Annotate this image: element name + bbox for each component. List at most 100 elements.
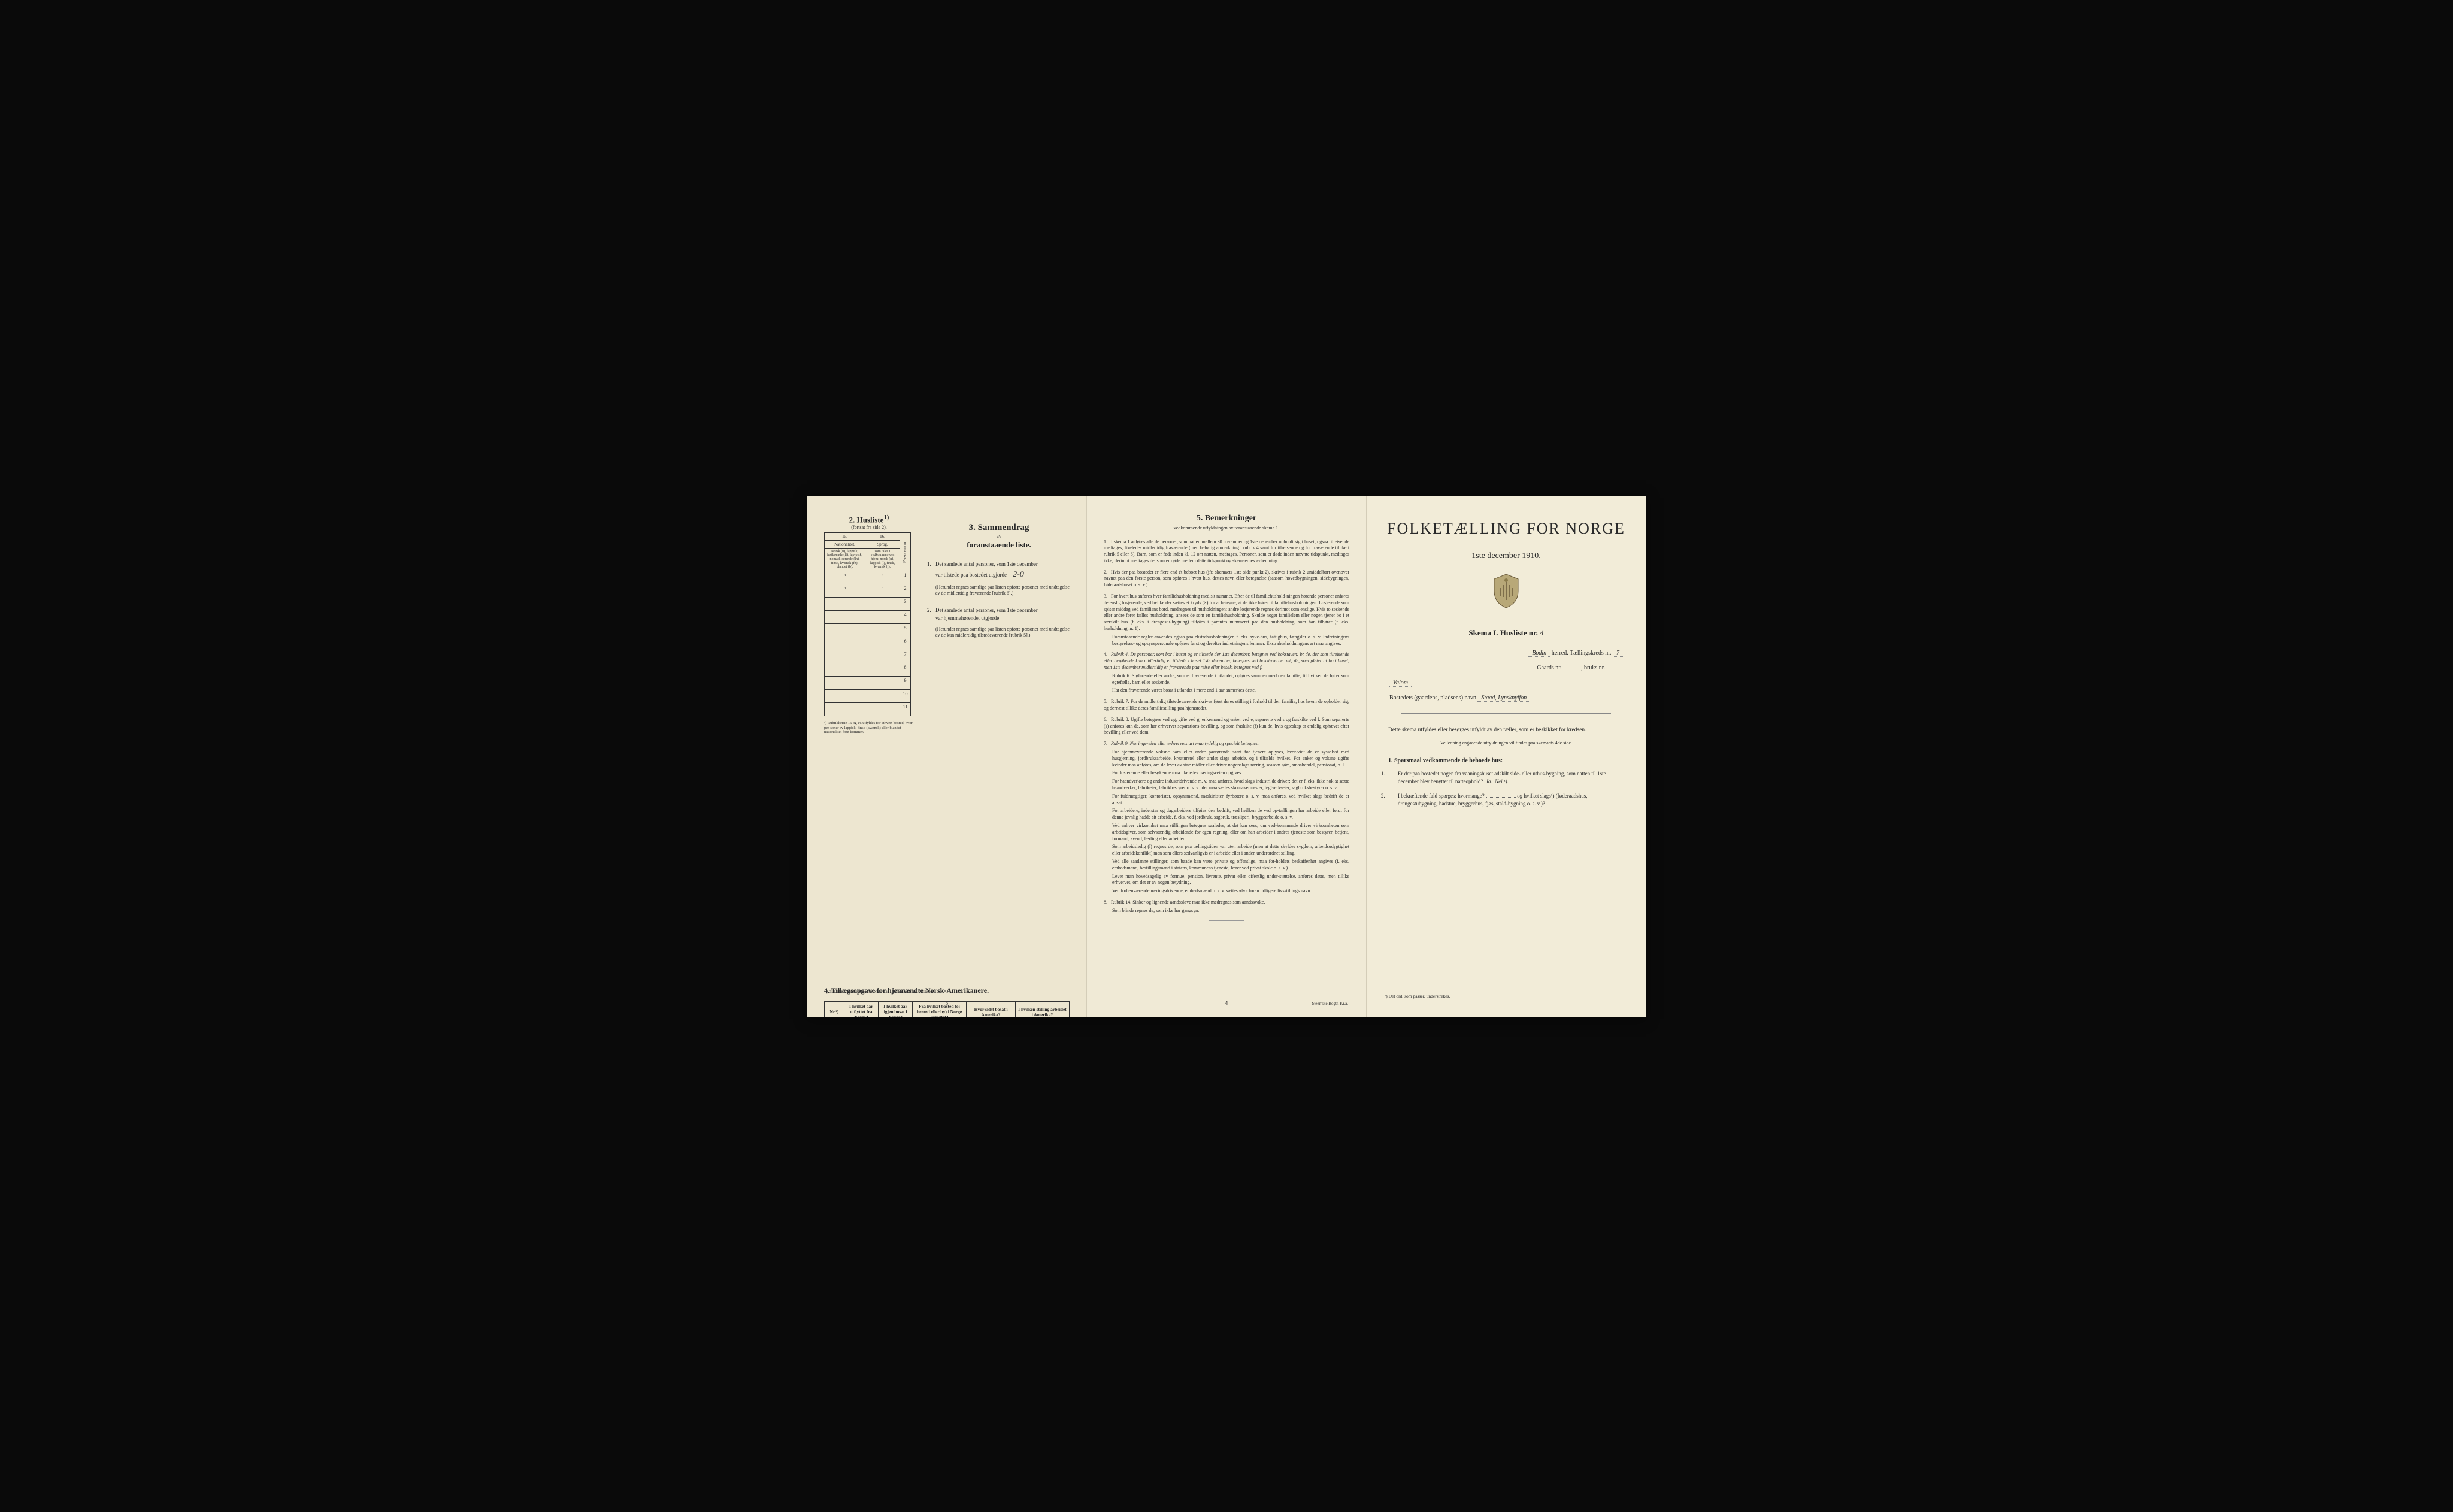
- husliste-nr-hw: 4: [1540, 628, 1544, 637]
- page-right: FOLKETÆLLING FOR NORGE 1ste december 191…: [1367, 496, 1646, 1017]
- cell-empty: [865, 637, 900, 650]
- cell-empty: [865, 650, 900, 663]
- cell-empty: [825, 610, 865, 623]
- section-sammendrag: 3. Sammendrag av foranstaaende liste. 1.…: [927, 523, 1071, 649]
- bemerk-5: 5.Rubrik 7. For de midlertidig tilstedev…: [1104, 699, 1349, 712]
- divider: [1401, 713, 1611, 714]
- nationality-table: 15. 16. Personens nr. Nationalitet. Spro…: [824, 532, 911, 716]
- th-bosat: I hvilket aar igjen bosat i Norge?: [878, 1002, 912, 1017]
- question-2: 2.I bekræftende fald spørges: hvormange?…: [1398, 792, 1624, 808]
- rownum-7: 7: [900, 650, 911, 663]
- question-title: 1. Spørsmaal vedkommende de beboede hus:: [1388, 757, 1624, 764]
- bemerk-7h: Ved alle saadanne stillinger, som baade …: [1112, 859, 1349, 872]
- footnote-1: ¹) Rubrikkerne 15 og 16 utfyldes for eth…: [824, 721, 914, 735]
- bemerk-4b: Rubrik 6. Sjøfarende eller andre, som er…: [1112, 673, 1349, 686]
- bemerk-8b: Som blinde regnes de, som ikke har gangs…: [1112, 908, 1349, 914]
- cell-1-nat: n: [825, 571, 865, 584]
- cell-empty: [825, 597, 865, 610]
- bemerk-7b: For losjerende eller besøkende maa likel…: [1112, 770, 1349, 777]
- sec3-av: av: [927, 533, 1071, 539]
- handwritten-count: 2-0: [1013, 570, 1024, 579]
- bemerk-1: 1.I skema 1 anføres alle de personer, so…: [1104, 539, 1349, 565]
- main-title: FOLKETÆLLING FOR NORGE: [1383, 520, 1629, 538]
- bemerkninger-title: 5. Bemerkninger: [1104, 514, 1349, 523]
- rownum-3: 3: [900, 597, 911, 610]
- divider: [1209, 920, 1244, 921]
- instructions-sub: Veiledning angaaende utfyldningen vil fi…: [1383, 740, 1629, 746]
- footnote-2: ²) ɔ: Det nr. som vedkommende har i fora…: [825, 989, 933, 994]
- cell-empty: [825, 623, 865, 637]
- skema-line: Skema I. Husliste nr. 4: [1383, 628, 1629, 638]
- cell-empty: [825, 650, 865, 663]
- rownum-11: 11: [900, 702, 911, 716]
- item2-note: (Herunder regnes samtlige paa listen opf…: [935, 626, 1071, 639]
- bosted-line: Bostedets (gaardens, pladsens) navn Staa…: [1383, 695, 1629, 701]
- bemerk-3b: Foranstaaende regler anvendes ogsaa paa …: [1112, 634, 1349, 647]
- col15-desc: Norsk (n), lappisk, fastboende (lf), lap…: [825, 548, 865, 571]
- herred-hw: Bodin: [1528, 650, 1550, 657]
- bemerk-8: 8.Rubrik 14. Sinker og lignende aandsslø…: [1104, 899, 1349, 914]
- cell-empty: [865, 702, 900, 716]
- cell-empty: [865, 663, 900, 676]
- cell-empty: [825, 663, 865, 676]
- col-sprog: Sprog,: [865, 540, 900, 548]
- cell-2-sprog: n: [865, 584, 900, 597]
- bemerk-7f: Ved enhver virksomhet maa stillingen bet…: [1112, 823, 1349, 842]
- bemerkninger-sub: vedkommende utfyldningen av foranstaaend…: [1104, 525, 1349, 531]
- answer-ja: Ja.: [1486, 778, 1492, 784]
- rownum-10: 10: [900, 689, 911, 702]
- item1-note: (Herunder regnes samtlige paa listen opf…: [935, 584, 1071, 597]
- summary-item-2: 2.Det samlede antal personer, som 1ste d…: [927, 607, 1071, 639]
- th-utflyttet: I hvilket aar utflyttet fra Norge?: [844, 1002, 878, 1017]
- instructions: Dette skema utfyldes eller besørges utfy…: [1388, 726, 1624, 734]
- sec3-title: 3. Sammendrag: [927, 523, 1071, 533]
- bemerk-7d: For fuldmægtiger, kontorister, opsynsmæn…: [1112, 793, 1349, 807]
- col-nationalitet: Nationalitet.: [825, 540, 865, 548]
- bemerk-6: 6.Rubrik 8. Ugifte betegnes ved ug, gift…: [1104, 717, 1349, 736]
- cell-empty: [825, 637, 865, 650]
- sec3-subtitle: foranstaaende liste.: [927, 540, 1071, 550]
- rownum-5: 5: [900, 623, 911, 637]
- census-document: 2. Husliste1) (fortsat fra side 2). 15. …: [807, 496, 1646, 1017]
- bemerk-7i: Lever man hovedsagelig av formue, pensio…: [1112, 874, 1349, 887]
- th-amerika: Hvor sidst bosat i Amerika?: [967, 1002, 1016, 1017]
- cell-empty: [825, 676, 865, 689]
- bemerk-3: 3.For hvert hus anføres hver familiehush…: [1104, 593, 1349, 647]
- coat-of-arms-icon: [1383, 573, 1629, 610]
- rownum-1: 1: [900, 571, 911, 584]
- person-nr-head: Personens nr.: [900, 532, 911, 571]
- summary-item-1: 1.Det samlede antal personer, som 1ste d…: [927, 560, 1071, 597]
- cell-2-nat: n: [825, 584, 865, 597]
- bemerk-2: 2.Hvis der paa bostedet er flere end ét …: [1104, 569, 1349, 589]
- answer-nei: Nei ¹).: [1495, 778, 1509, 784]
- rownum-4: 4: [900, 610, 911, 623]
- valom-line: Valom: [1383, 680, 1629, 686]
- gaards-line: Gaards nr. , bruks nr.: [1383, 665, 1629, 671]
- cell-empty: [865, 676, 900, 689]
- th-bosted: Fra hvilket bosted (o: herred eller by) …: [913, 1002, 967, 1017]
- bemerk-7a: For hjemmeværende voksne barn eller andr…: [1112, 749, 1349, 768]
- footnote-underline: ¹) Det ord, som passer, understrekes.: [1385, 993, 1450, 999]
- cell-empty: [865, 610, 900, 623]
- cell-empty: [825, 702, 865, 716]
- bemerk-7e: For arbeidere, inderster og dagarbeidere…: [1112, 808, 1349, 821]
- valom-hw: Valom: [1389, 680, 1412, 687]
- col-16-num: 16.: [865, 532, 900, 540]
- rownum-6: 6: [900, 637, 911, 650]
- page-left: 2. Husliste1) (fortsat fra side 2). 15. …: [807, 496, 1087, 1017]
- husliste-subtitle: (fortsat fra side 2).: [824, 525, 914, 530]
- col-15-num: 15.: [825, 532, 865, 540]
- col16-desc: som tales i vedkommen-des hjem: norsk (n…: [865, 548, 900, 571]
- kreds-hw: 7: [1613, 650, 1623, 657]
- bemerk-7j: Ved forhenværende næringsdrivende, embed…: [1112, 888, 1349, 895]
- cell-empty: [865, 623, 900, 637]
- rownum-2: 2: [900, 584, 911, 597]
- husliste-title: 2. Husliste1): [824, 514, 914, 525]
- cell-empty: [825, 689, 865, 702]
- bosted-hw: Staad, Lynsknyffon: [1477, 695, 1530, 702]
- bemerk-4c: Har den fraværende været bosat i utlande…: [1112, 687, 1349, 694]
- bemerk-7: 7.Rubrik 9. Næringsveien eller erhvervet…: [1104, 741, 1349, 895]
- rownum-8: 8: [900, 663, 911, 676]
- bemerk-7g: Som arbeidsledig (l) regnes de, som paa …: [1112, 844, 1349, 857]
- cell-empty: [865, 689, 900, 702]
